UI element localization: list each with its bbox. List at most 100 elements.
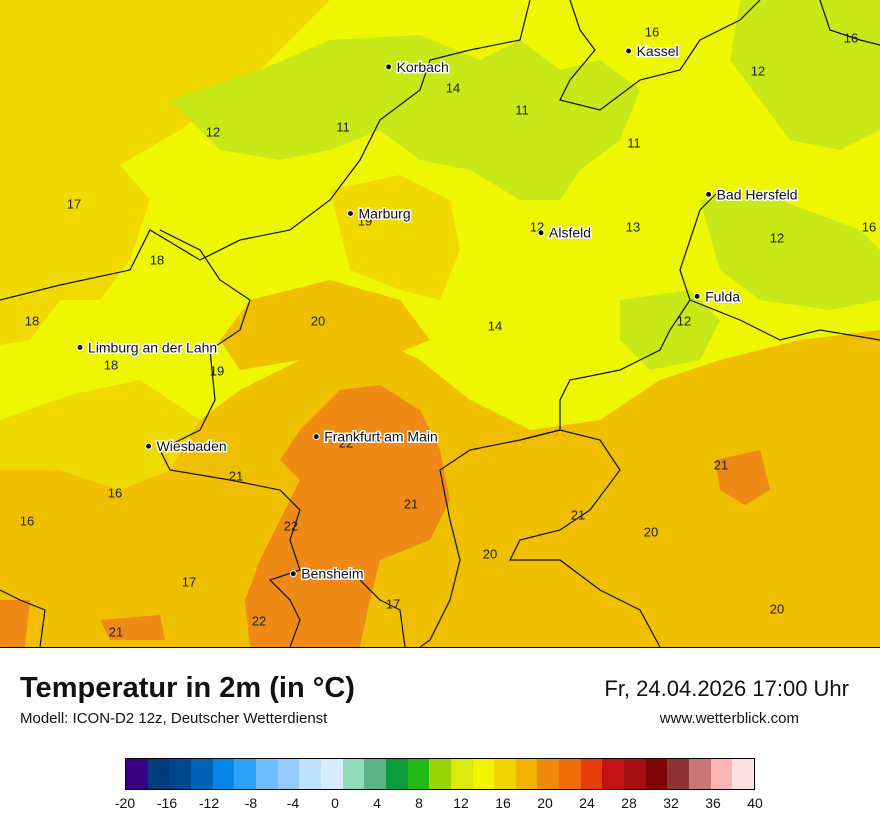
legend-swatch — [342, 759, 365, 789]
legend-swatch — [169, 759, 191, 789]
state-border-west — [159, 229, 301, 647]
city-label: Marburg — [359, 206, 411, 222]
city-marker — [289, 570, 297, 578]
city-marker — [705, 190, 713, 198]
temperature-value-label: 21 — [571, 507, 585, 522]
legend-swatch — [255, 759, 278, 789]
color-legend — [125, 758, 755, 790]
temperature-value-label: 19 — [210, 363, 224, 378]
legend-swatch — [559, 759, 581, 789]
city-marker — [145, 442, 153, 450]
temperature-value-label: 21 — [714, 457, 728, 472]
temperature-value-label: 11 — [336, 119, 350, 134]
temperature-value-label: 22 — [252, 613, 266, 628]
legend-swatch — [212, 759, 235, 789]
legend-swatch — [494, 759, 516, 789]
legend-tick-label: -12 — [198, 795, 220, 811]
city-marker — [385, 63, 393, 71]
state-border-northeast — [559, 0, 761, 111]
website-link[interactable]: www.wetterblick.com — [659, 710, 799, 727]
zone-hot-rhein-main — [245, 385, 450, 647]
temperature-value-label: 18 — [104, 357, 118, 372]
temperature-value-label: 16 — [20, 513, 34, 528]
temperature-value-label: 21 — [109, 624, 123, 639]
legend-swatch — [234, 759, 256, 789]
zone-hot-southwest — [0, 600, 30, 647]
city-label: Bensheim — [301, 566, 363, 582]
city-label: Korbach — [397, 59, 449, 75]
legend-tick-label: 20 — [537, 795, 553, 811]
state-border-southwest — [0, 589, 46, 647]
temperature-value-label: 16 — [108, 485, 122, 500]
temperature-value-label: 16 — [844, 30, 858, 45]
legend-ticks: -20 -16 -12 -8 -4 0 4 8 12 16 20 24 28 32 36 40 — [115, 795, 763, 815]
legend-tick-label: 40 — [747, 795, 763, 811]
legend-tick-label: 8 — [415, 795, 423, 811]
temperature-value-label: 20 — [311, 313, 325, 328]
temperature-value-label: 20 — [770, 601, 784, 616]
temperature-value-label: 18 — [150, 252, 164, 267]
city-label: Bad Hersfeld — [717, 186, 798, 202]
model-info: Modell: ICON-D2 12z, Deutscher Wetterdie… — [20, 710, 328, 727]
zone-cool-east — [700, 200, 880, 310]
legend-swatch — [429, 759, 451, 789]
legend-tick-label: 4 — [373, 795, 381, 811]
legend-swatch — [710, 759, 733, 789]
legend-tick-label: 12 — [453, 795, 469, 811]
city-label: Fulda — [705, 288, 740, 304]
temperature-value-label: 12 — [206, 124, 220, 139]
zone-warm-northwest — [0, 0, 330, 170]
temperature-value-label: 19 — [358, 213, 372, 228]
zone-warm-marburg — [330, 175, 460, 300]
state-border-bavaria — [689, 299, 880, 341]
state-border-ne-corner — [819, 0, 880, 46]
legend-swatch — [147, 759, 170, 789]
legend-swatch — [126, 759, 148, 789]
temperature-value-label: 11 — [627, 135, 641, 150]
temperature-value-label: 14 — [446, 80, 460, 95]
zone-cool-north — [170, 35, 640, 200]
city-label: Frankfurt am Main — [324, 429, 438, 445]
legend-swatch — [602, 759, 625, 789]
temperature-value-label: 17 — [67, 196, 81, 211]
temperature-value-label: 12 — [751, 63, 765, 78]
city-markers: Kassel Korbach Bad Hersfeld Marburg Alsfeld F… — [76, 42, 799, 583]
legend-swatch — [732, 759, 755, 789]
legend-swatch — [667, 759, 690, 789]
zone-warm-west-lower — [0, 380, 200, 490]
legend-swatch — [450, 759, 473, 789]
city-marker — [347, 210, 354, 217]
legend-tick-label: 0 — [331, 795, 339, 811]
legend-tick-label: -20 — [114, 795, 136, 811]
legend-swatch — [580, 759, 603, 789]
temperature-map: 16 16 12 14 11 11 11 12 17 19 12 13 12 16 18 20 14 12 18 18… — [0, 0, 880, 648]
city-label: Alsfeld — [549, 225, 591, 241]
legend-swatch — [190, 759, 213, 789]
temperature-value-label: 16 — [645, 24, 659, 39]
state-border-north — [0, 0, 531, 301]
zone-cool-northeast — [730, 0, 880, 150]
temperature-value-label: 14 — [488, 318, 502, 333]
state-border-spessart — [509, 429, 661, 647]
legend-swatch — [689, 759, 711, 789]
legend-swatch — [624, 759, 646, 789]
legend-swatch — [537, 759, 560, 789]
temperature-value-label: 11 — [515, 102, 529, 117]
map-title: Temperatur in 2m (in °C) — [20, 672, 355, 704]
state-border-south — [359, 579, 406, 647]
legend-tick-label: 28 — [621, 795, 637, 811]
temperature-value-label: 21 — [404, 496, 418, 511]
temperature-value-label: 22 — [339, 435, 353, 450]
zone-warmer-center — [220, 280, 430, 370]
legend-tick-label: 24 — [579, 795, 595, 811]
temperature-value-label: 16 — [862, 219, 876, 234]
temperature-value-label: 20 — [644, 524, 658, 539]
temperature-value-label: 21 — [229, 468, 243, 483]
temperature-value-label: 18 — [25, 313, 39, 328]
legend-tick-label: 36 — [705, 795, 721, 811]
temperature-value-label: 22 — [284, 518, 298, 533]
legend-swatch — [515, 759, 538, 789]
temperature-value-label: 20 — [483, 546, 497, 561]
legend-swatch — [472, 759, 495, 789]
